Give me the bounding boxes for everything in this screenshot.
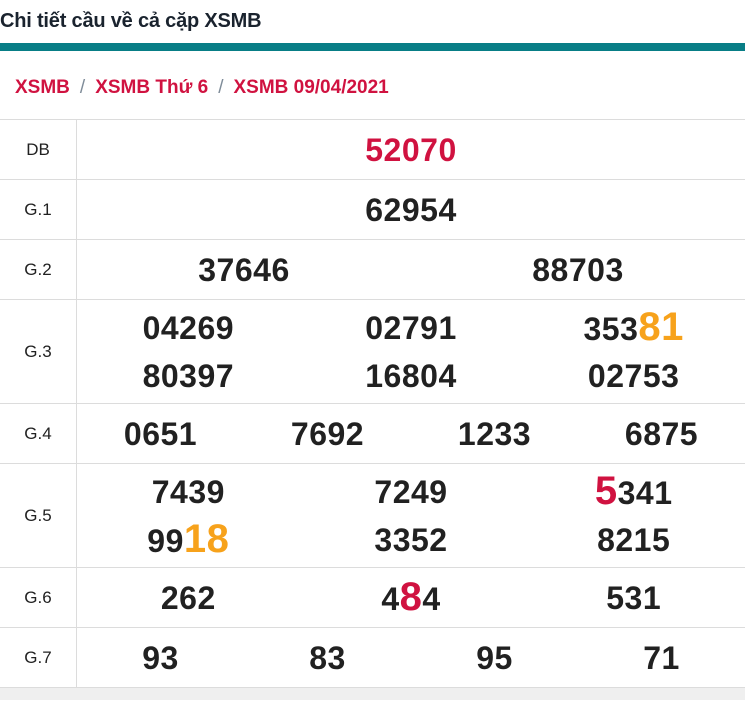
table-row: G.4 0651 7692 1233 6875 (0, 404, 745, 464)
lottery-number: 6875 (624, 415, 699, 452)
lottery-number: 7249 (374, 473, 448, 510)
breadcrumb-item-xsmb-date[interactable]: XSMB 09/04/2021 (233, 77, 389, 98)
lottery-number: 88703 (532, 251, 624, 288)
lottery-number: 93 (142, 639, 179, 676)
lottery-number: 9918 (147, 516, 230, 561)
accent-divider-bar (0, 43, 745, 51)
prize-label: G.2 (0, 240, 77, 299)
lottery-number: 80397 (142, 357, 235, 394)
lottery-number: 16804 (365, 357, 457, 394)
lottery-number: 02753 (587, 357, 680, 394)
table-row: G.7 93 83 95 71 (0, 628, 745, 688)
lottery-number: 04269 (142, 309, 235, 346)
lottery-number: 7439 (151, 473, 225, 510)
prize-label: G.6 (0, 568, 77, 627)
table-row: G.6 262 484 531 (0, 568, 745, 628)
breadcrumb: XSMB / XSMB Thứ 6 / XSMB 09/04/2021 (15, 77, 745, 99)
lottery-number: 5341 (594, 468, 673, 513)
lottery-number: 531 (606, 579, 662, 616)
lottery-number: 7692 (290, 415, 365, 452)
prize-label: G.7 (0, 628, 77, 687)
lottery-number: 71 (643, 639, 680, 676)
breadcrumb-separator: / (218, 77, 224, 98)
lottery-number: 95 (476, 639, 513, 676)
lottery-number: 35381 (583, 304, 684, 349)
prize-label: G.5 (0, 464, 77, 567)
page-title: Chi tiết cầu về cả cặp XSMB (0, 10, 262, 32)
breadcrumb-item-xsmb[interactable]: XSMB (15, 77, 70, 98)
lottery-number: 52070 (365, 131, 457, 168)
lottery-number: 262 (160, 579, 216, 616)
lottery-number: 37646 (198, 251, 290, 288)
prize-label: G.4 (0, 404, 77, 463)
table-row: G.1 62954 (0, 180, 745, 240)
breadcrumb-separator: / (79, 77, 86, 98)
lottery-number: 0651 (123, 415, 198, 452)
breadcrumb-item-xsmb-thu-6[interactable]: XSMB Thứ 6 (95, 77, 209, 98)
prize-label: G.1 (0, 180, 77, 239)
lottery-number: 1233 (457, 415, 532, 452)
table-row: DB 52070 (0, 120, 745, 180)
lottery-number: 02791 (365, 309, 457, 346)
lottery-number: 83 (309, 639, 346, 676)
table-row: G.2 37646 88703 (0, 240, 745, 300)
prize-label: DB (0, 120, 77, 179)
lottery-number: 3352 (374, 521, 448, 558)
table-row: G.5 7439 7249 5341 9918 3352 8215 (0, 464, 745, 568)
lottery-number: 62954 (365, 191, 457, 228)
lottery-number: 484 (381, 574, 441, 619)
section-separator-strip (0, 688, 745, 700)
table-row: G.3 04269 02791 35381 80397 16804 02753 (0, 300, 745, 404)
lottery-number: 8215 (597, 521, 671, 558)
results-table: DB 52070 G.1 62954 G.2 37646 88703 G.3 04269 0279… (0, 119, 745, 688)
prize-label: G.3 (0, 300, 77, 403)
